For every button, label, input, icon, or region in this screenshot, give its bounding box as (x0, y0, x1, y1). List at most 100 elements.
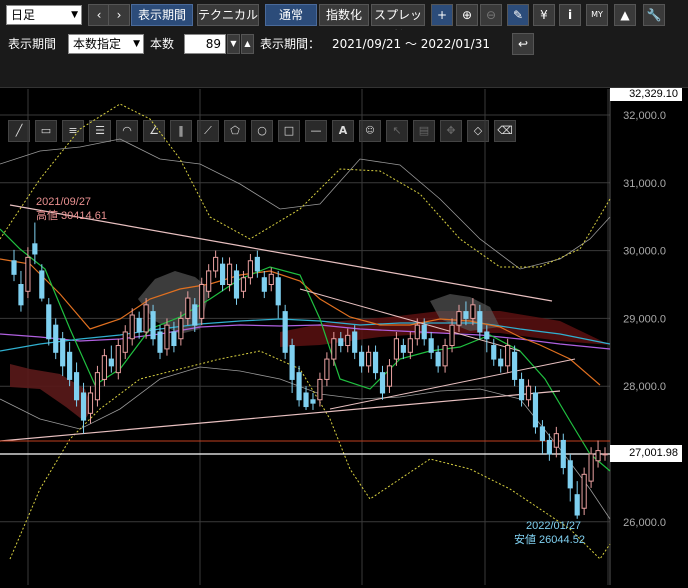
pitchfork-tool-icon[interactable]: ⟋ (197, 120, 219, 142)
my-chart-icon[interactable]: MY (586, 4, 608, 26)
low-date-label: 2022/01/27 (526, 520, 581, 532)
fan-tool-icon[interactable]: ∠ (143, 120, 165, 142)
arc-tool-icon[interactable]: ◠ (116, 120, 138, 142)
candle-body (532, 392, 539, 428)
zoom-out-icon[interactable]: ⊖ (480, 4, 502, 26)
candle-body (393, 338, 399, 360)
candle-body (512, 351, 518, 380)
candle-body (185, 297, 191, 319)
prev-icon[interactable]: ‹ (88, 4, 110, 26)
trend-line-3 (329, 358, 576, 410)
candle-body (567, 460, 573, 489)
candle-body (101, 355, 107, 380)
bb-upper-yellow (0, 103, 611, 268)
candle-body (220, 263, 226, 286)
candle-body (67, 351, 73, 380)
trend-line-4 (299, 288, 521, 352)
candle-body (372, 351, 379, 374)
candle-body (296, 372, 302, 401)
candle-body (407, 338, 413, 353)
index-button[interactable]: 指数化 (319, 4, 369, 26)
candle-body (525, 385, 532, 401)
candle-body (449, 324, 455, 347)
candle-body (240, 277, 247, 292)
channel-tool-icon[interactable]: ☰ (89, 120, 111, 142)
reset-icon[interactable]: ↩ (512, 33, 534, 55)
candle-body (310, 399, 316, 404)
info-icon[interactable]: i (559, 4, 581, 26)
ma-purple (0, 324, 611, 350)
candle-body (87, 392, 94, 414)
candle-body (588, 453, 594, 482)
trend-lines (0, 204, 610, 455)
y-axis: 32,000.0 31,000.0 30,000.0 29,000.0 28,000.0… (623, 110, 666, 529)
period-select[interactable]: 日足 ▼ (6, 5, 82, 25)
chart-svg[interactable]: 32,000.0 31,000.0 30,000.0 29,000.0 28,000.0… (0, 89, 688, 585)
candle-body (345, 334, 351, 347)
candle-body (359, 351, 365, 367)
candle-body (331, 338, 337, 360)
zoom-in-icon[interactable]: ⊕ (456, 4, 478, 26)
candle-body (94, 372, 101, 401)
price-chart[interactable]: 32,000.0 31,000.0 30,000.0 29,000.0 28,000.0… (0, 89, 688, 585)
trend-line-1 (9, 204, 553, 302)
candle-body (206, 270, 212, 292)
candle-body (366, 351, 372, 367)
technical-button[interactable]: テクニカル (197, 4, 259, 26)
candle-body (60, 338, 66, 367)
trend-line-2 (0, 390, 561, 442)
hbar-tool-icon[interactable]: — (305, 120, 327, 142)
line-tool-icon[interactable]: ╱ (8, 120, 30, 142)
candle-body (129, 314, 135, 340)
mode-select[interactable]: 本数指定 ▼ (68, 34, 144, 54)
normal-button[interactable]: 通常 (265, 4, 317, 26)
candle-body (553, 433, 559, 448)
spread-button[interactable]: スプレッド (371, 4, 425, 42)
candle-body (46, 304, 52, 340)
erase-all-tool-icon[interactable]: ⌫ (494, 120, 516, 142)
candle-body (25, 256, 31, 292)
copy-tool-icon[interactable]: ▤ (413, 120, 435, 142)
display-period-button[interactable]: 表示期間 (131, 4, 193, 26)
select-tool-icon[interactable]: ↖ (386, 120, 408, 142)
candle-body (595, 450, 601, 462)
candle-body (546, 439, 552, 455)
candle-body (505, 345, 511, 367)
candle-body (247, 260, 253, 279)
mode-select-value: 本数指定 (73, 37, 122, 51)
hline-tool-icon[interactable]: ≡ (62, 120, 84, 142)
count-input[interactable]: 89 (184, 34, 226, 54)
chevron-down-icon: ▼ (71, 10, 78, 20)
circle-tool-icon[interactable]: ○ (251, 120, 273, 142)
chart-type-icon[interactable]: ▲ (614, 4, 636, 26)
range-label: 表示期間： (260, 37, 321, 51)
eraser-tool-icon[interactable]: ◇ (467, 120, 489, 142)
stamp-tool-icon[interactable]: ☺ (359, 120, 381, 142)
candle-body (178, 317, 184, 340)
crosshair-icon[interactable]: + (431, 4, 453, 26)
next-icon[interactable]: › (108, 4, 130, 26)
ruler-tool-icon[interactable]: ▭ (35, 120, 57, 142)
rect-tool-icon[interactable]: □ (278, 120, 300, 142)
candle-body (192, 304, 198, 326)
pentagon-tool-icon[interactable]: ⬠ (224, 120, 246, 142)
vlines-tool-icon[interactable]: ‖ (170, 120, 192, 142)
candle-body (32, 243, 38, 255)
pen-icon[interactable]: ✎ (507, 4, 529, 26)
candle-body (491, 345, 497, 360)
candle-body (254, 256, 260, 272)
candle-body (324, 358, 330, 380)
count-up-icon[interactable]: ▲ (241, 34, 254, 54)
candle-body (518, 378, 525, 401)
yen-icon[interactable]: ¥ (533, 4, 555, 26)
count-down-icon[interactable]: ▼ (227, 34, 240, 54)
move-tool-icon[interactable]: ✥ (440, 120, 462, 142)
candle-body (484, 331, 490, 340)
ma-green (0, 228, 611, 472)
candle-body (602, 453, 608, 456)
candle-body (80, 392, 87, 421)
wrench-icon[interactable]: 🔧 (643, 4, 665, 26)
candle-body (289, 345, 295, 380)
candle-body (108, 358, 114, 367)
text-tool-icon[interactable]: A (332, 120, 354, 142)
